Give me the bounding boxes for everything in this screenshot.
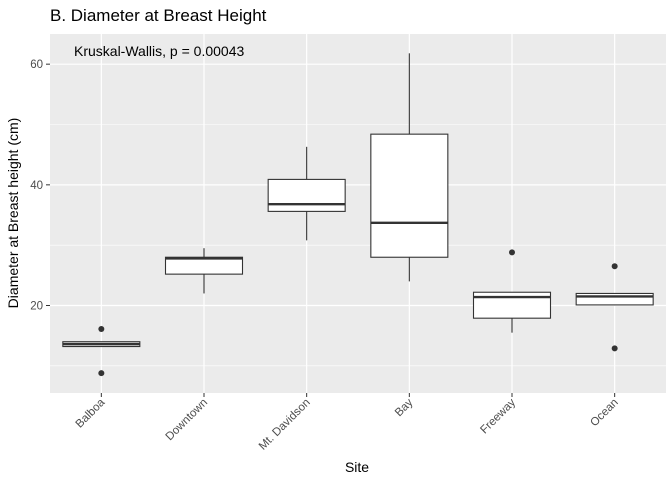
y-tick-label: 20 <box>30 301 43 313</box>
x-axis-title: Site <box>345 459 369 475</box>
y-tick-label: 60 <box>30 59 43 71</box>
chart-title: B. Diameter at Breast Height <box>50 6 267 25</box>
boxes-layer <box>62 53 654 377</box>
outlier-point <box>98 326 105 333</box>
x-tick-label: Downtown <box>164 397 210 443</box>
outlier-point <box>611 345 618 352</box>
plot-panel <box>50 34 666 393</box>
y-tick-label: 40 <box>30 180 43 192</box>
x-tick-label: Balboa <box>74 396 108 430</box>
box-iqr <box>575 292 654 306</box>
gridlines <box>50 34 666 393</box>
box-iqr <box>370 133 449 258</box>
box-freeway <box>472 249 552 333</box>
box-ocean <box>575 263 654 352</box>
x-tick-label: Mt. Davidson <box>257 397 313 453</box>
box-downtown <box>164 248 244 294</box>
x-axis: Balboa Downtown Mt. Davidson Bay Freeway Ocea… <box>74 393 621 453</box>
outlier-point <box>98 370 105 377</box>
y-axis-title: Diameter at Breast height (cm) <box>5 118 21 309</box>
outlier-point <box>509 249 515 256</box>
x-tick-label: Bay <box>393 396 416 419</box>
box-iqr <box>164 256 244 275</box>
kruskal-wallis-annotation: Kruskal-Wallis, p = 0.00043 <box>74 43 244 59</box>
box-bay <box>370 53 449 282</box>
box-balboa <box>62 326 141 377</box>
x-tick-label: Ocean <box>588 397 620 429</box>
y-axis: 20 40 60 <box>30 59 50 313</box>
box-mt-davidson <box>267 146 346 241</box>
outlier-point <box>611 263 618 270</box>
box-iqr <box>267 178 346 212</box>
x-tick-label: Freeway <box>478 396 518 436</box>
